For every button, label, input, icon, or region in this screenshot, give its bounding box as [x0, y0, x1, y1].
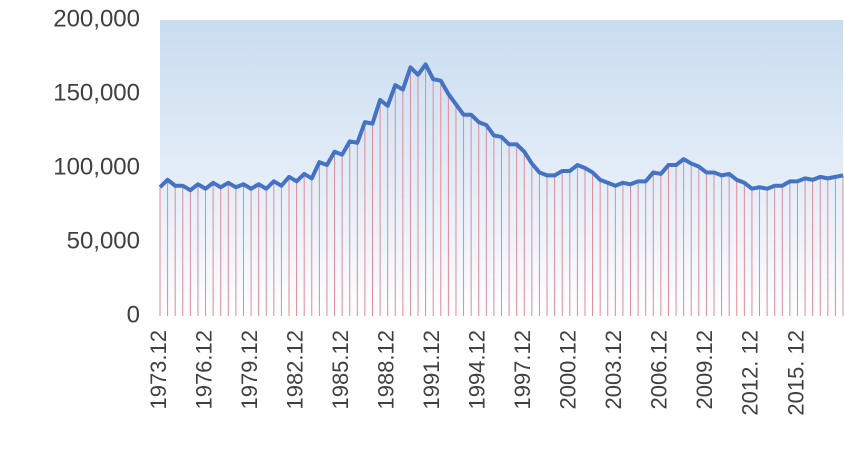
- y-tick-label: 50,000: [67, 227, 140, 254]
- x-tick-label: 1973.12: [146, 330, 171, 410]
- y-tick-label: 100,000: [53, 153, 140, 180]
- x-tick-label: 2009.12: [692, 330, 717, 410]
- x-tick-label: 1991.12: [419, 330, 444, 410]
- x-tick-label: 1982.12: [282, 330, 307, 410]
- x-tick-label: 2006.12: [647, 330, 672, 410]
- y-tick-label: 200,000: [53, 5, 140, 32]
- x-tick-label: 1997.12: [510, 330, 535, 410]
- x-tick-label: 1979.12: [237, 330, 262, 410]
- page: {"chart_data": {"type": "line", "categor…: [0, 0, 844, 454]
- x-tick-label: 1988.12: [373, 330, 398, 410]
- x-tick-label: 1994.12: [465, 330, 490, 410]
- x-tick-label: 2000.12: [556, 330, 581, 410]
- y-tick-label: 0: [127, 301, 140, 328]
- x-tick-label: 2015. 12: [783, 330, 808, 416]
- chart: 0 50,000 100,000 150,000 200,000 1973.12 1976.…: [0, 0, 844, 454]
- x-tick-label: 2003.12: [601, 330, 626, 410]
- x-tick-label: 2012. 12: [738, 330, 763, 416]
- y-tick-label: 150,000: [53, 79, 140, 106]
- x-tick-label: 1976.12: [191, 330, 216, 410]
- x-tick-label: 1985.12: [328, 330, 353, 410]
